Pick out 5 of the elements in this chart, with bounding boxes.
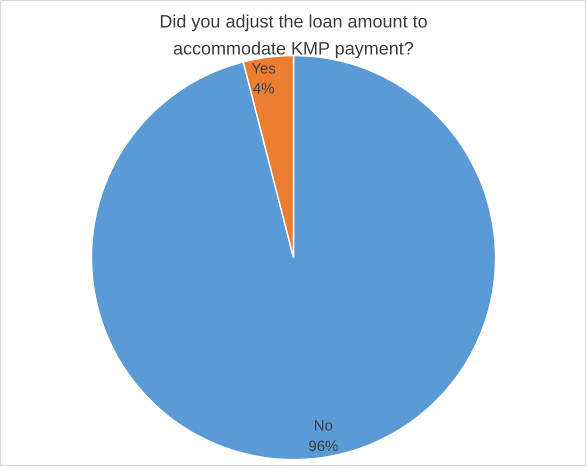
chart-title: Did you adjust the loan amount to accommodate KMP payment? [159, 11, 428, 59]
data-label: 4% [252, 80, 274, 98]
slice-label: No [314, 417, 333, 434]
slice-label: Yes [251, 60, 276, 78]
data-label: 96% [308, 438, 338, 455]
